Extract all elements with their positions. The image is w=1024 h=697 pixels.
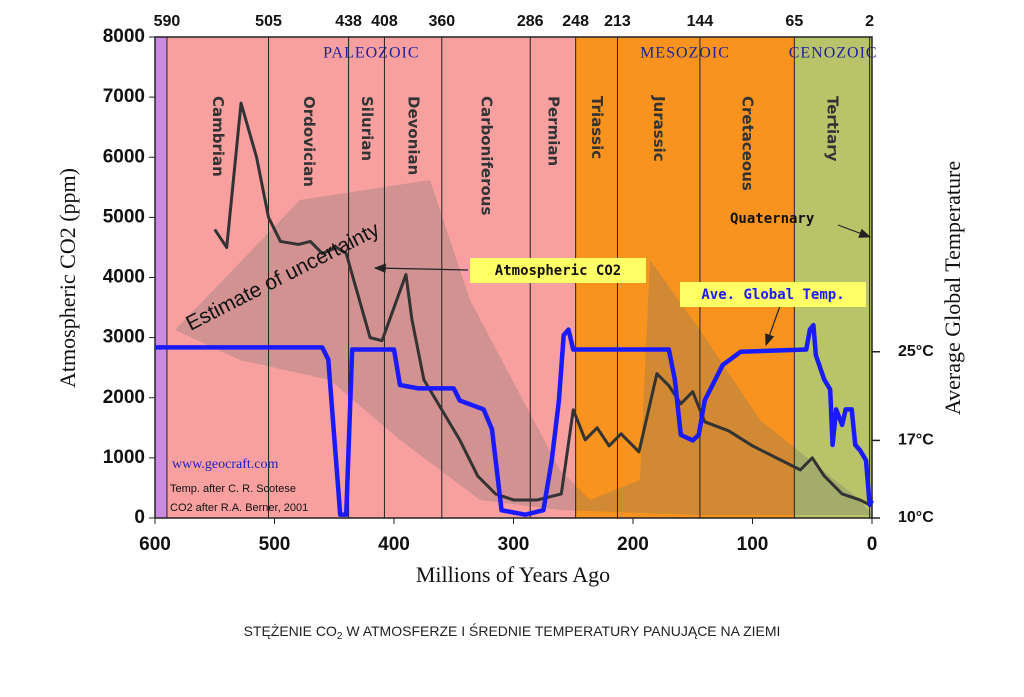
y-tick-label: 6000 xyxy=(103,146,145,167)
caption-part: W ATMOSFERZE I ŚREDNIE TEMPERATURY PANUJ… xyxy=(342,622,780,639)
top-tick-label: 360 xyxy=(428,13,455,30)
y-tick-label: 4000 xyxy=(103,267,145,288)
x-tick-label: 0 xyxy=(867,534,878,555)
annotation-box xyxy=(680,282,866,307)
period-label: Tertiary xyxy=(823,96,841,162)
series-line xyxy=(213,101,873,508)
source-url: www.geocraft.com xyxy=(172,457,278,472)
top-tick-label: 248 xyxy=(562,13,589,30)
arrow xyxy=(765,305,781,347)
top-tick-label: 213 xyxy=(604,13,631,30)
y2-axis-label: Average Global Temperature xyxy=(940,161,965,415)
y-tick-label: 8000 xyxy=(103,26,145,47)
y2-tick-label: 10°C xyxy=(898,509,934,526)
y-tick-label: 3000 xyxy=(103,327,145,348)
x-axis-label: Millions of Years Ago xyxy=(416,562,610,587)
temp-label: Ave. Global Temp. xyxy=(701,287,844,303)
era-label: MESOZOIC xyxy=(640,45,730,62)
caption: STĘŻENIE CO2 W ATMOSFERZE I ŚREDNIE TEMP… xyxy=(244,622,781,642)
period-label: Cambrian xyxy=(209,96,227,177)
precambrian-band xyxy=(155,37,167,518)
y-tick-label: 5000 xyxy=(103,206,145,227)
x-tick-label: 300 xyxy=(498,534,530,555)
period-label: Permian xyxy=(544,96,562,166)
top-tick-label: 144 xyxy=(687,13,714,30)
caption-sub: 2 xyxy=(337,631,343,642)
y-tick-label: 2000 xyxy=(103,387,145,408)
caption-part: STĘŻENIE CO xyxy=(244,622,337,639)
x-tick-label: 200 xyxy=(617,534,649,555)
era-label: PALEOZOIC xyxy=(323,45,419,62)
y2-tick-label: 17°C xyxy=(898,432,934,449)
y-tick-label: 0 xyxy=(134,507,145,528)
y-tick-label: 7000 xyxy=(103,86,145,107)
period-label: Cretaceous xyxy=(739,96,757,191)
era-label: CENOZOIC xyxy=(789,45,878,62)
y2-tick-label: 25°C xyxy=(898,343,934,360)
top-tick-label: 590 xyxy=(154,13,181,30)
quaternary-label: Quaternary xyxy=(730,211,815,227)
top-tick-label: 2 xyxy=(865,13,874,30)
period-label: Carboniferous xyxy=(478,96,496,215)
period-label: Devonian xyxy=(405,96,423,175)
top-tick-label: 438 xyxy=(335,13,362,30)
x-tick-label: 400 xyxy=(378,534,410,555)
top-tick-label: 408 xyxy=(371,13,398,30)
co2-label: Atmospheric CO2 xyxy=(495,263,621,279)
period-label: Triassic xyxy=(588,96,606,159)
period-label: Silurian xyxy=(358,96,376,161)
period-label: Ordovician xyxy=(300,96,318,187)
top-tick-label: 505 xyxy=(255,13,282,30)
series-line xyxy=(155,322,874,517)
x-tick-label: 100 xyxy=(737,534,769,555)
co2-source: CO2 after R.A. Berner, 2001 xyxy=(170,502,308,514)
arrow xyxy=(837,224,872,238)
annotation-box xyxy=(470,258,646,283)
period-label: Jurassic xyxy=(650,95,668,162)
y-tick-label: 1000 xyxy=(103,447,145,468)
top-tick-label: 65 xyxy=(785,13,803,30)
arrow xyxy=(373,263,469,274)
y-axis-label: Atmospheric CO2 (ppm) xyxy=(55,168,80,388)
temp-source: Temp. after C. R. Scotese xyxy=(170,483,296,495)
x-tick-label: 600 xyxy=(139,534,171,555)
x-tick-label: 500 xyxy=(259,534,291,555)
top-tick-label: 286 xyxy=(517,13,544,30)
